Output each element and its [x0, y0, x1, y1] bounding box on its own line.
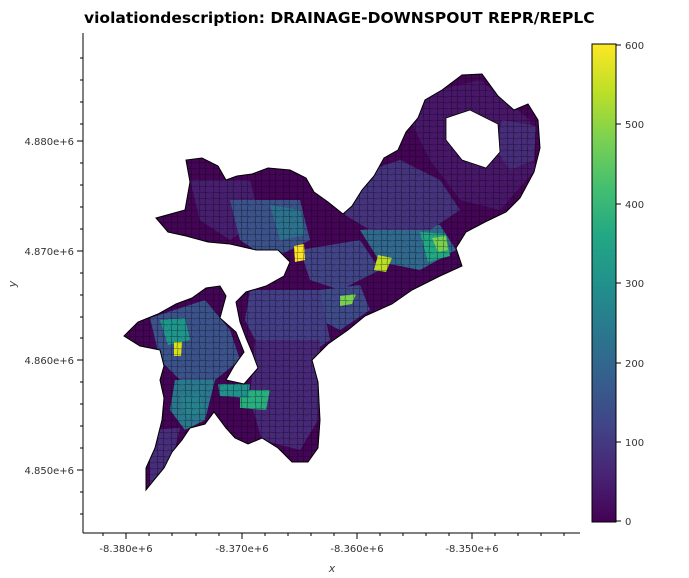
choropleth-map [123, 73, 541, 491]
plot-frame [82, 33, 580, 534]
y-axis-label: y [6, 280, 19, 288]
x-axis-ticks [102, 533, 565, 539]
x-tick-label: -8.360e+6 [330, 544, 383, 555]
plot-title: violationdescription: DRAINAGE-DOWNSPOUT… [84, 9, 595, 27]
y-axis-ticks [77, 57, 83, 515]
x-axis-label: x [328, 562, 336, 575]
y-tick-label: 4.860e+6 [24, 356, 74, 367]
colorbar-tick-label: 0 [625, 517, 631, 528]
x-tick-label: -8.380e+6 [99, 544, 152, 555]
y-tick-label: 4.870e+6 [24, 247, 74, 258]
colorbar-tick-label: 300 [625, 279, 644, 290]
y-tick-label: 4.880e+6 [24, 137, 74, 148]
x-tick-label: -8.370e+6 [215, 544, 268, 555]
colorbar-tick-label: 200 [625, 359, 644, 370]
colorbar-tick-label: 500 [625, 120, 644, 131]
x-tick-label: -8.350e+6 [445, 544, 498, 555]
colorbar-tick-label: 100 [625, 438, 644, 449]
colorbar [591, 43, 621, 523]
colorbar-tick-label: 600 [625, 41, 644, 52]
colorbar-tick-label: 400 [625, 200, 644, 211]
y-tick-label: 4.850e+6 [24, 466, 74, 477]
